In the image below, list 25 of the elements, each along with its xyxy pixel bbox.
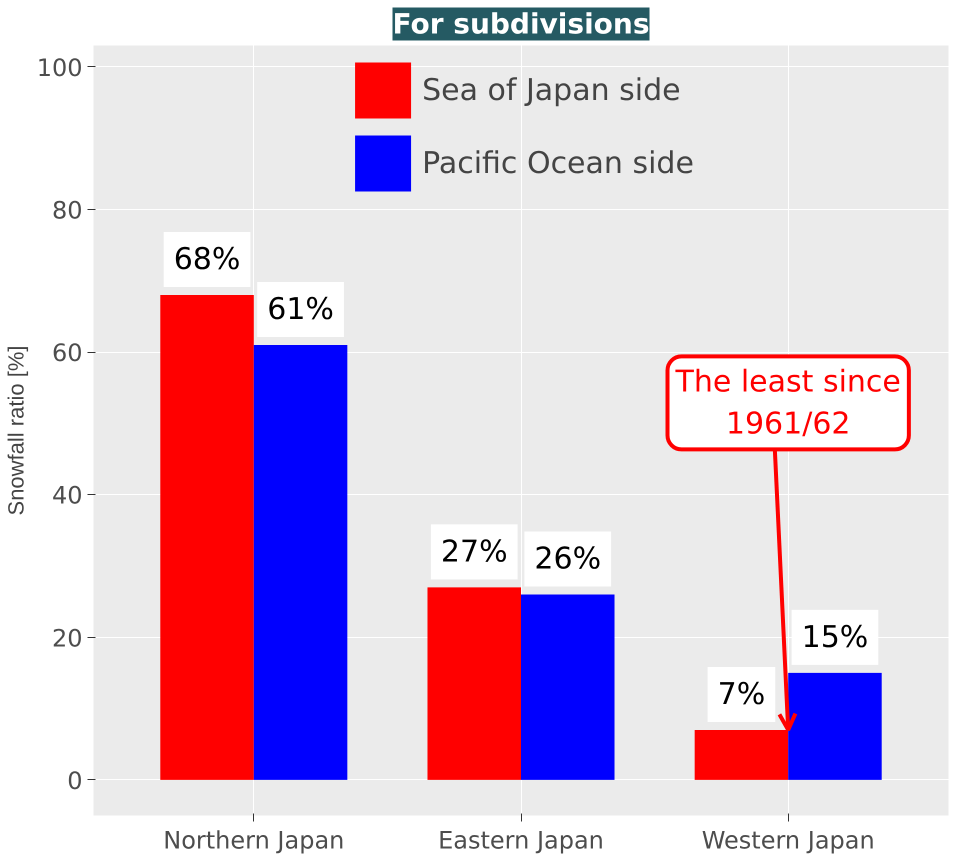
x-tick-label: Eastern Japan: [438, 826, 604, 854]
x-tick-label: Northern Japan: [163, 826, 344, 854]
y-tick-label: 60: [52, 339, 83, 368]
bar: [521, 594, 615, 780]
y-tick-label: 0: [67, 766, 83, 795]
y-tick-label: 20: [52, 624, 83, 652]
bar: [160, 295, 254, 780]
data-label: 15%: [802, 620, 868, 655]
y-tick-label: 40: [52, 482, 83, 510]
legend-label: Sea of Japan side: [422, 72, 681, 108]
annotation: The least since 1961/62: [674, 364, 901, 442]
bar: [254, 344, 348, 780]
y-axis-title: Snowfall ratio [%]: [4, 346, 29, 516]
data-label: 7%: [718, 676, 766, 712]
x-tick-label: Western Japan: [702, 826, 875, 854]
bar: [427, 587, 521, 780]
data-label: 26%: [534, 541, 602, 576]
chart-title: For subdivisions: [392, 8, 650, 40]
y-tick-label: 100: [36, 54, 83, 82]
data-label: 68%: [174, 242, 240, 278]
legend-label: Pacific Ocean side: [422, 146, 694, 180]
y-tick-label: 80: [52, 196, 83, 224]
data-label: 61%: [267, 292, 334, 327]
data-label: 27%: [440, 534, 508, 570]
bar: [788, 672, 882, 780]
